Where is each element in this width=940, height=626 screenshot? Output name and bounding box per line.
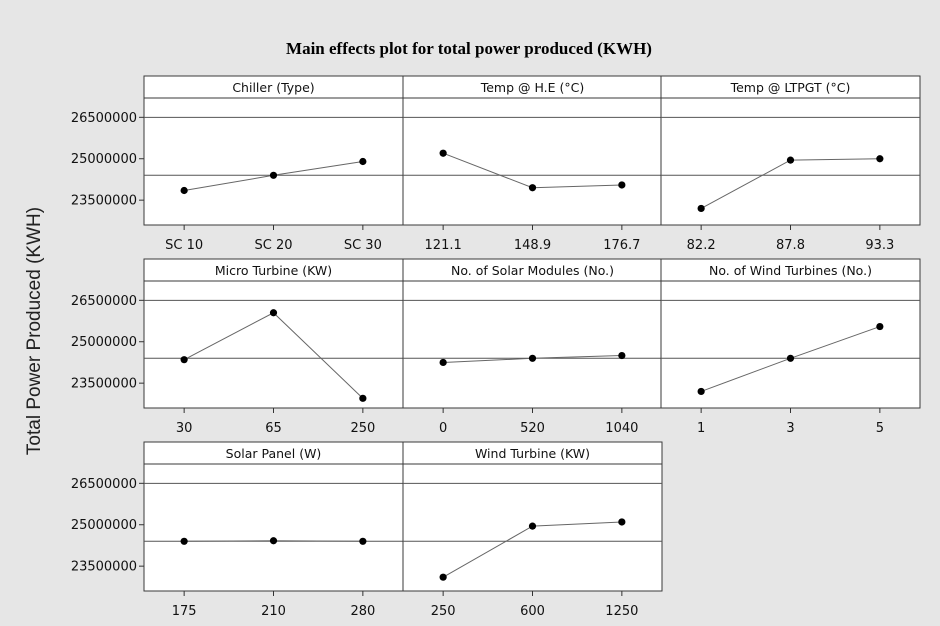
main-effects-figure: Main effects plot for total power produc…: [6, 4, 934, 620]
x-tick-label: SC 20: [254, 238, 292, 253]
effect-panel: Solar Panel (W) 175 210 280 23500000 25000000…: [71, 441, 404, 619]
panel-title: Wind Turbine (KW): [475, 446, 590, 461]
x-tick-label: 1040: [605, 421, 638, 436]
data-point: [618, 351, 626, 360]
y-tick-label: 23500000: [71, 377, 137, 392]
data-point: [618, 518, 626, 526]
effect-panel: No. of Solar Modules (No.) 0 520 1040: [402, 258, 663, 436]
data-point: [180, 356, 188, 364]
x-tick-label: 87.8: [776, 238, 805, 253]
data-point: [439, 573, 447, 581]
y-tick-label: 25000000: [71, 152, 137, 167]
data-point: [439, 358, 447, 367]
data-point: [359, 157, 367, 166]
panel-frame: [143, 258, 404, 409]
panel-frame: [660, 258, 921, 409]
y-axis-label: Total Power Produced (KWH): [24, 207, 45, 455]
x-tick-label: 1: [697, 421, 705, 436]
y-tick-label: 26500000: [71, 111, 137, 126]
panel-frame: [143, 75, 404, 226]
panel-title: Temp @ LTPGT (°C): [730, 80, 851, 95]
data-point: [697, 204, 705, 213]
data-point: [876, 155, 884, 163]
data-point: [180, 537, 188, 545]
x-tick-label: 1250: [605, 604, 638, 619]
effect-panel: Chiller (Type) SC 10 SC 20 SC 30 23500000 250…: [71, 75, 404, 253]
x-tick-label: 175: [172, 604, 197, 619]
data-point: [439, 149, 447, 157]
x-tick-label: 93.3: [865, 238, 894, 253]
x-tick-label: 65: [265, 421, 282, 436]
effect-panel: Temp @ H.E (°C) 121.1 148.9 176.7: [402, 75, 663, 253]
panel-frame: [660, 75, 921, 226]
x-tick-label: 5: [876, 421, 884, 436]
panel-grid: Chiller (Type) SC 10 SC 20 SC 30 23500000 250…: [71, 75, 921, 619]
data-point: [269, 537, 278, 545]
x-tick-label: 520: [520, 421, 545, 436]
panel-frame: [402, 258, 663, 409]
y-tick-label: 26500000: [71, 294, 137, 309]
data-point: [359, 537, 367, 545]
panel-frame: [402, 441, 663, 592]
data-point: [618, 181, 626, 189]
y-tick-label: 23500000: [71, 560, 137, 575]
data-point: [528, 522, 537, 530]
data-point: [786, 156, 795, 164]
data-point: [528, 184, 537, 192]
x-tick-label: 30: [176, 421, 193, 436]
x-tick-label: 250: [350, 421, 375, 436]
effect-panel: Temp @ LTPGT (°C) 82.2 87.8 93.3: [660, 75, 921, 253]
panel-title: No. of Solar Modules (No.): [451, 263, 614, 278]
panel-title: No. of Wind Turbines (No.): [709, 263, 872, 278]
effect-panel: No. of Wind Turbines (No.) 1 3 5: [660, 258, 921, 436]
x-tick-label: 600: [520, 604, 545, 619]
x-tick-label: 250: [431, 604, 456, 619]
x-tick-label: 121.1: [425, 238, 462, 253]
data-point: [180, 186, 188, 195]
panel-title: Solar Panel (W): [226, 446, 322, 461]
panel-title: Chiller (Type): [232, 80, 314, 95]
x-tick-label: 3: [786, 421, 794, 436]
main-effects-chart: Main effects plot for total power produc…: [24, 39, 921, 619]
y-tick-label: 23500000: [71, 194, 137, 209]
data-point: [697, 387, 705, 396]
data-point: [269, 171, 278, 179]
effect-panel: Micro Turbine (KW) 30 65 250 23500000 2500000…: [71, 258, 404, 436]
data-point: [786, 354, 795, 362]
data-point: [528, 354, 537, 362]
x-tick-label: 280: [350, 604, 375, 619]
x-tick-label: 82.2: [687, 238, 716, 253]
x-tick-label: 148.9: [514, 238, 551, 253]
x-tick-label: SC 30: [344, 238, 382, 253]
chart-title: Main effects plot for total power produc…: [286, 39, 652, 58]
x-tick-label: 176.7: [603, 238, 640, 253]
data-point: [359, 394, 367, 402]
y-tick-label: 26500000: [71, 477, 137, 492]
x-tick-label: 0: [439, 421, 447, 436]
x-tick-label: SC 10: [165, 238, 203, 253]
data-point: [269, 309, 278, 317]
panel-title: Temp @ H.E (°C): [480, 80, 585, 95]
panel-frame: [143, 441, 404, 592]
y-tick-label: 25000000: [71, 518, 137, 533]
y-tick-label: 25000000: [71, 335, 137, 350]
panel-title: Micro Turbine (KW): [215, 263, 332, 278]
x-tick-label: 210: [261, 604, 286, 619]
data-point: [876, 322, 884, 331]
effect-panel: Wind Turbine (KW) 250 600 1250: [402, 441, 663, 619]
panel-frame: [402, 75, 663, 226]
